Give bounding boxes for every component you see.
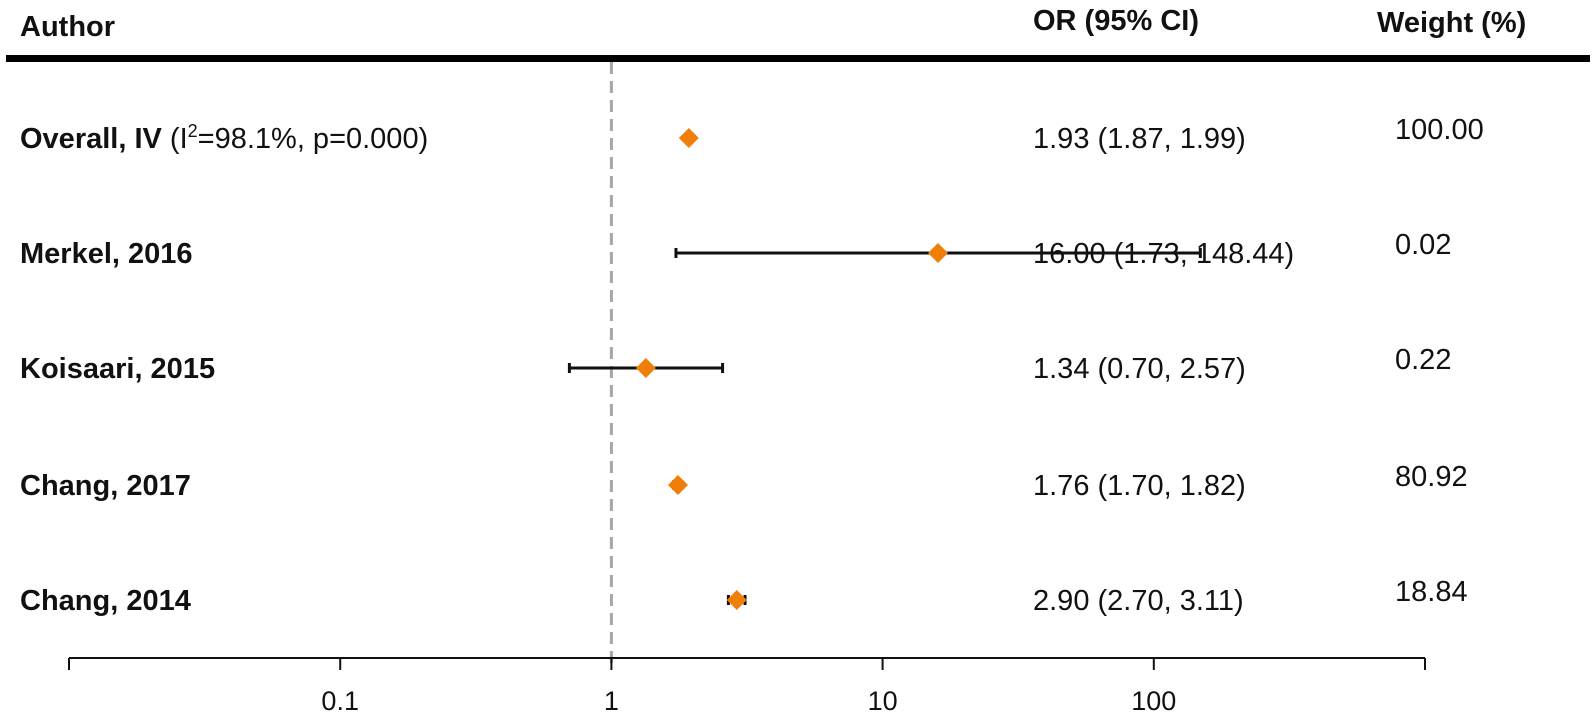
- or-column-header: OR (95% CI): [1033, 5, 1199, 37]
- weight-value: 0.22: [1395, 344, 1451, 376]
- study-label: Overall, IV (I2=98.1%, p=0.000): [20, 121, 428, 155]
- heterogeneity-stats: =98.1%, p=0.000): [198, 123, 429, 155]
- author-column-header: Author: [20, 11, 115, 43]
- weight-value: 18.84: [1395, 576, 1468, 608]
- effect-marker: [635, 358, 656, 378]
- study-name: Chang, 2017: [20, 470, 191, 502]
- x-tick-label: 100: [1131, 686, 1176, 716]
- weight-value: 100.00: [1395, 114, 1484, 146]
- study-name: Overall, IV: [20, 123, 163, 155]
- or-ci-value: 1.93 (1.87, 1.99): [1033, 123, 1246, 155]
- study-row: Chang, 2017 1.76 (1.70, 1.82) 80.92: [20, 461, 1468, 502]
- or-ci-value: 1.34 (0.70, 2.57): [1033, 353, 1246, 385]
- x-tick-label: 0.1: [321, 686, 359, 716]
- study-name: Merkel, 2016: [20, 238, 193, 270]
- or-ci-value: 1.76 (1.70, 1.82): [1033, 470, 1246, 502]
- study-label: Chang, 2017: [20, 470, 191, 502]
- heterogeneity-prefix: (I: [162, 123, 188, 155]
- x-axis: 0.1 1 10 100: [68, 657, 1426, 716]
- effect-marker: [667, 475, 688, 495]
- weight-value: 80.92: [1395, 461, 1468, 493]
- study-row: Overall, IV (I2=98.1%, p=0.000) 1.93 (1.8…: [20, 114, 1484, 155]
- study-name: Koisaari, 2015: [20, 353, 215, 385]
- effect-marker: [927, 243, 948, 263]
- study-label: Chang, 2014: [20, 585, 191, 617]
- or-ci-value: 16.00 (1.73, 148.44): [1033, 238, 1294, 270]
- effect-marker: [678, 128, 699, 148]
- header-rule: [6, 55, 1590, 62]
- study-row: Merkel, 2016 16.00 (1.73, 148.44) 0.02: [20, 229, 1451, 270]
- study-label: Koisaari, 2015: [20, 353, 215, 385]
- study-name: Chang, 2014: [20, 585, 191, 617]
- effect-marker: [726, 590, 747, 610]
- study-rows: Overall, IV (I2=98.1%, p=0.000) 1.93 (1.8…: [20, 114, 1484, 617]
- superscript: 2: [188, 121, 198, 141]
- study-row: Chang, 2014 2.90 (2.70, 3.11) 18.84: [20, 576, 1468, 617]
- weight-column-header: Weight (%): [1377, 7, 1526, 39]
- study-row: Koisaari, 2015 1.34 (0.70, 2.57) 0.22: [20, 344, 1451, 385]
- or-ci-value: 2.90 (2.70, 3.11): [1033, 585, 1244, 617]
- x-tick-label: 1: [604, 686, 619, 716]
- x-tick-label: 10: [868, 686, 898, 716]
- weight-value: 0.02: [1395, 229, 1451, 261]
- study-label: Merkel, 2016: [20, 238, 193, 270]
